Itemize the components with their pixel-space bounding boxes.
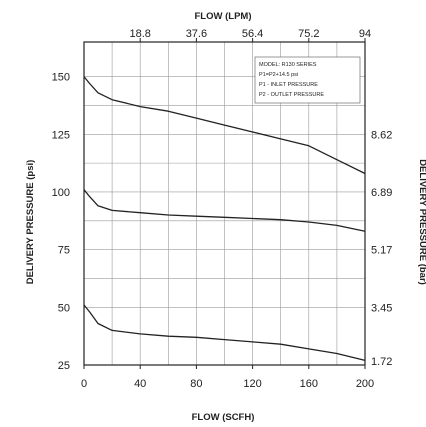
right-tick-label: 8.62 <box>371 129 392 141</box>
legend-box: MODEL: R130 SERIES P1=P2+14.5 psi P1 - I… <box>254 56 361 104</box>
x-tick-label: 40 <box>134 378 146 390</box>
top-tick-label: 18.8 <box>129 28 150 40</box>
x-tick-label: 160 <box>300 378 318 390</box>
series-line <box>83 189 366 232</box>
right-tick-label: 5.17 <box>371 245 392 257</box>
bottom-axis-title: FLOW (SCFH) <box>192 412 255 423</box>
y-tick-label: 75 <box>58 245 70 257</box>
legend-line: MODEL: R130 SERIES <box>259 62 317 68</box>
x-tick-label: 200 <box>356 378 374 390</box>
top-axis-title: FLOW (LPM) <box>195 11 252 22</box>
legend-line: P1=P2+14.5 psi <box>259 72 298 78</box>
series-line <box>83 304 366 362</box>
plot-frame <box>83 41 366 366</box>
y-tick-label: 25 <box>58 360 70 372</box>
x-tick-label: 120 <box>243 378 261 390</box>
top-tick-label: 56.4 <box>242 28 263 40</box>
y-tick-label: 100 <box>52 187 70 199</box>
right-tick-label: 6.89 <box>371 187 392 199</box>
y-tick-label: 125 <box>52 129 70 141</box>
x-tick-label: 0 <box>81 378 87 390</box>
legend-frame <box>254 56 361 104</box>
series-line <box>83 76 366 175</box>
x-tick-label: 80 <box>190 378 202 390</box>
y-tick-label: 150 <box>52 72 70 84</box>
right-tick-label: 1.72 <box>371 356 392 368</box>
series-lines <box>83 76 366 362</box>
y-tick-label: 50 <box>58 302 70 314</box>
right-tick-label: 3.45 <box>371 302 392 314</box>
top-tick-label: 94 <box>359 28 371 40</box>
legend-line: P2 - OUTLET PRESSURE <box>259 92 324 98</box>
right-axis-title: DELIVERY PRESSURE (bar) <box>417 159 426 285</box>
top-tick-label: 75.2 <box>298 28 319 40</box>
legend-line: P1 - INLET PRESSURE <box>259 82 318 88</box>
top-tick-label: 37.6 <box>186 28 207 40</box>
grid-lines <box>84 42 366 365</box>
left-axis-title: DELIVERY PRESSURE (psi) <box>25 160 36 285</box>
tick-labels: 0 40 80 120 160 200 18.8 37.6 56.4 75.2 94 25 50 75 10… <box>52 28 393 390</box>
